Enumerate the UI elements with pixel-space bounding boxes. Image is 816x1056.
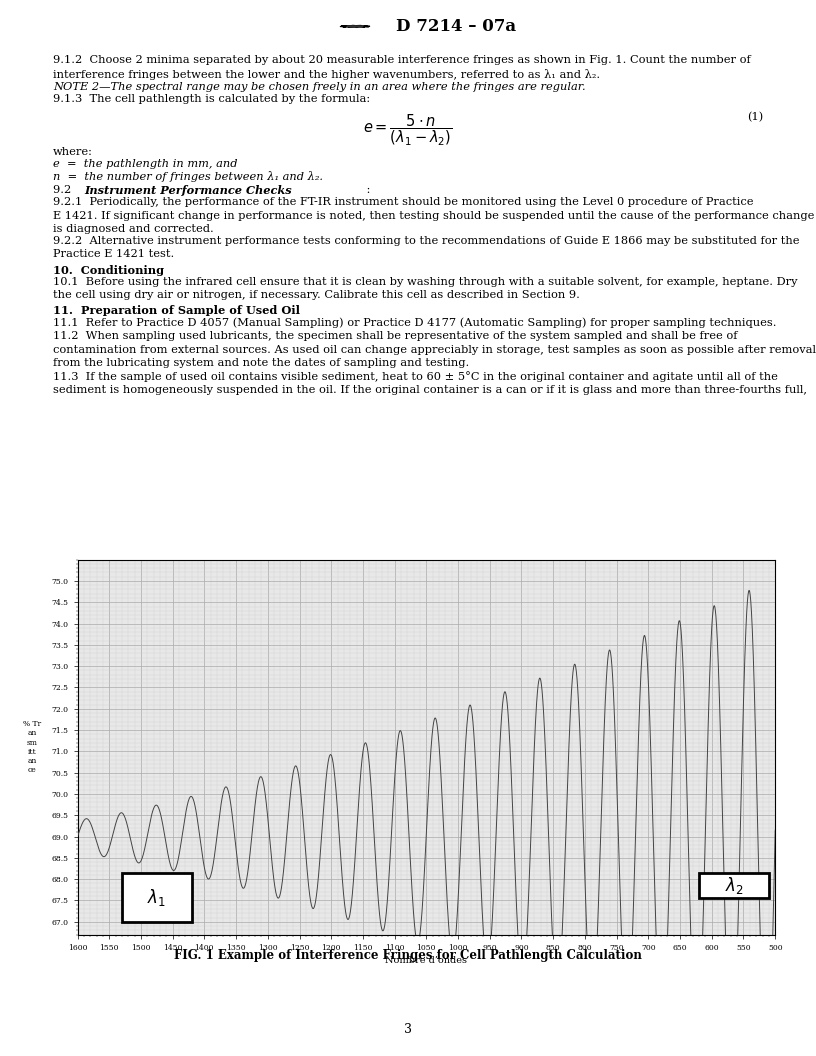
Text: % Tr
an
sm
itt
an
ce: % Tr an sm itt an ce: [23, 720, 42, 774]
Text: 3: 3: [404, 1023, 412, 1036]
Text: Instrument Performance Checks: Instrument Performance Checks: [84, 185, 291, 196]
Text: $\lambda_1$: $\lambda_1$: [148, 887, 166, 908]
Text: 10.  Conditioning: 10. Conditioning: [53, 265, 164, 276]
Text: from the lubricating system and note the dates of sampling and testing.: from the lubricating system and note the…: [53, 358, 469, 367]
Text: 11.1  Refer to Practice D 4057 (Manual Sampling) or Practice D 4177 (Automatic S: 11.1 Refer to Practice D 4057 (Manual Sa…: [53, 318, 777, 328]
Bar: [122, 873, 192, 922]
Bar: [699, 873, 769, 899]
Text: 11.3  If the sample of used oil contains visible sediment, heat to 60 ± 5°C in t: 11.3 If the sample of used oil contains …: [53, 372, 778, 382]
X-axis label: Nombre d’ondes: Nombre d’ondes: [385, 956, 468, 965]
Text: FIG. 1 Example of Interference Fringes for Cell Pathlength Calculation: FIG. 1 Example of Interference Fringes f…: [174, 949, 642, 962]
Text: NOTE 2—The spectral range may be chosen freely in an area where the fringes are : NOTE 2—The spectral range may be chosen …: [53, 82, 586, 92]
Text: e  =  the pathlength in mm, and: e = the pathlength in mm, and: [53, 159, 237, 169]
Text: D 7214 – 07a: D 7214 – 07a: [396, 18, 516, 35]
Text: 9.1.3  The cell pathlength is calculated by the formula:: 9.1.3 The cell pathlength is calculated …: [53, 94, 370, 105]
Text: contamination from external sources. As used oil can change appreciably in stora: contamination from external sources. As …: [53, 344, 816, 355]
Text: interference fringes between the lower and the higher wavenumbers, referred to a: interference fringes between the lower a…: [53, 69, 600, 79]
Text: 11.  Preparation of Sample of Used Oil: 11. Preparation of Sample of Used Oil: [53, 305, 300, 317]
Text: (1): (1): [747, 112, 763, 122]
Text: E 1421. If significant change in performance is noted, then testing should be su: E 1421. If significant change in perform…: [53, 210, 814, 221]
Text: Practice E 1421 test.: Practice E 1421 test.: [53, 249, 175, 260]
Text: $e = \dfrac{5 \cdot n}{(\lambda_1 - \lambda_2)}$: $e = \dfrac{5 \cdot n}{(\lambda_1 - \lam…: [363, 112, 453, 147]
Text: 11.2  When sampling used lubricants, the specimen shall be representative of the: 11.2 When sampling used lubricants, the …: [53, 332, 738, 341]
Text: 9.2: 9.2: [53, 185, 78, 195]
Text: $\lambda_2$: $\lambda_2$: [725, 875, 743, 897]
Text: n  =  the number of fringes between λ₁ and λ₂.: n = the number of fringes between λ₁ and…: [53, 171, 323, 183]
Text: is diagnosed and corrected.: is diagnosed and corrected.: [53, 224, 214, 233]
Text: 9.2.2  Alternative instrument performance tests conforming to the recommendation: 9.2.2 Alternative instrument performance…: [53, 237, 800, 246]
Text: where:: where:: [53, 147, 93, 156]
Text: 9.2.1  Periodically, the performance of the FT-IR instrument should be monitored: 9.2.1 Periodically, the performance of t…: [53, 197, 753, 207]
Text: 10.1  Before using the infrared cell ensure that it is clean by washing through : 10.1 Before using the infrared cell ensu…: [53, 277, 797, 287]
Text: sediment is homogeneously suspended in the oil. If the original container is a c: sediment is homogeneously suspended in t…: [53, 384, 807, 395]
Text: the cell using dry air or nitrogen, if necessary. Calibrate this cell as describ: the cell using dry air or nitrogen, if n…: [53, 290, 580, 300]
Text: :: :: [363, 185, 370, 195]
Text: 9.1.2  Choose 2 minima separated by about 20 measurable interference fringes as : 9.1.2 Choose 2 minima separated by about…: [53, 55, 751, 64]
